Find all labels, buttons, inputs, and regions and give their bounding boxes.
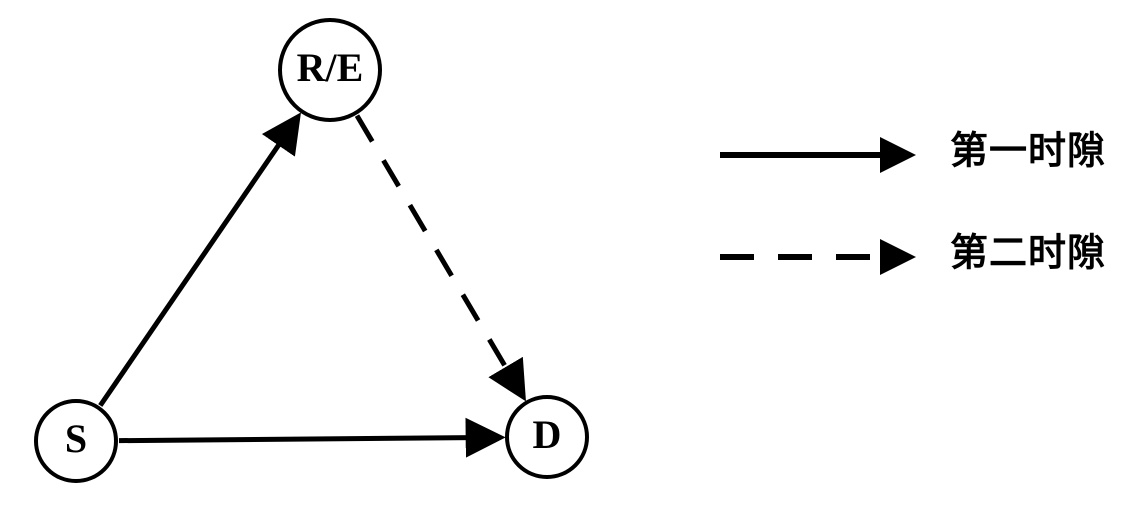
edges-layer — [100, 116, 522, 441]
nodes-layer: S R/E D — [36, 20, 587, 481]
legend-layer: 第一时隙第二时隙 — [720, 131, 1106, 275]
node-label-RE: R/E — [297, 45, 364, 90]
node-label-D: D — [533, 412, 562, 457]
node-D: D — [507, 397, 587, 477]
node-RE: R/E — [280, 20, 380, 120]
edge-S-D — [119, 437, 499, 440]
node-S: S — [36, 401, 116, 481]
edge-S-RE — [100, 118, 297, 406]
diagram-canvas: S R/E D 第一时隙第二时隙 — [0, 0, 1144, 528]
legend-label-1: 第一时隙 — [950, 131, 1106, 173]
edge-RE-D — [357, 116, 523, 396]
legend-label-2: 第二时隙 — [950, 233, 1106, 275]
node-label-S: S — [65, 416, 87, 461]
